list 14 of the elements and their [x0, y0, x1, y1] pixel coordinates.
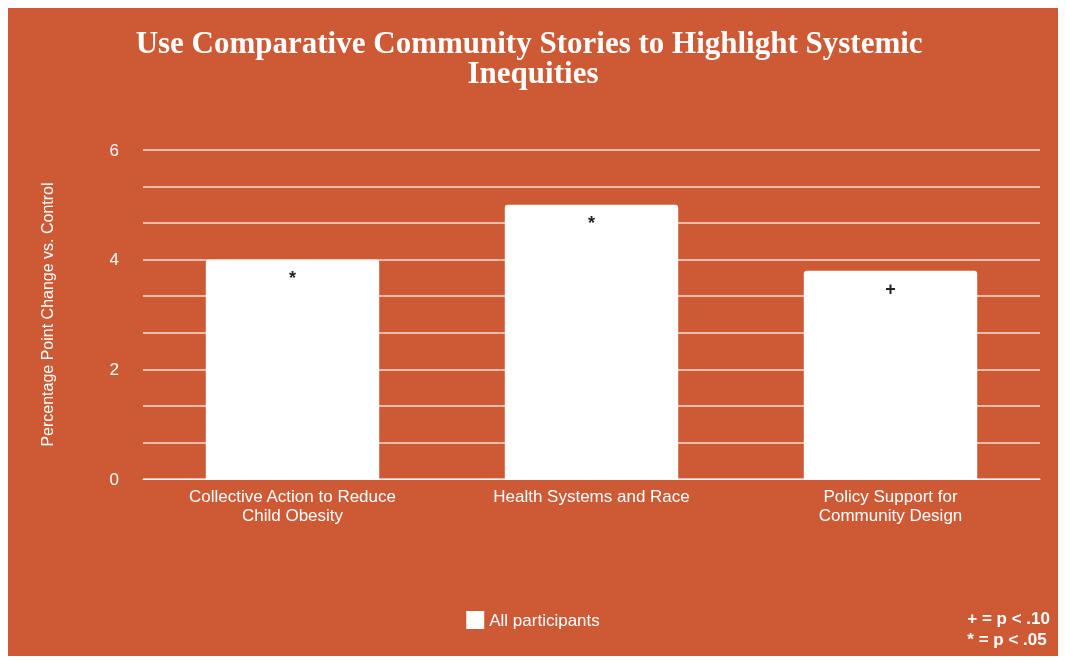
y-tick-label: 0: [109, 469, 119, 489]
annotation: *: [288, 267, 297, 288]
annotation: *: [587, 212, 596, 233]
chart-title: Use Comparative Community Stories to Highlight Systemic Inequities: [135, 24, 931, 90]
x-tick-label: Health Systems and Race: [493, 487, 690, 506]
x-tick-label: Policy Support for Community Design: [818, 487, 963, 525]
y-tick-label: 2: [109, 359, 119, 379]
y-tick-label: 6: [109, 140, 119, 160]
text: + = p < .10 * = p < .05: [967, 609, 1051, 649]
y-axis-title: Percentage Point Change vs. Control: [38, 182, 56, 447]
legend-label: All participants: [489, 610, 600, 630]
y-tick-label: 4: [109, 250, 119, 270]
x-tick-label: Collective Action to Reduce Child Obesity: [189, 487, 396, 525]
annotation: +: [885, 278, 896, 299]
